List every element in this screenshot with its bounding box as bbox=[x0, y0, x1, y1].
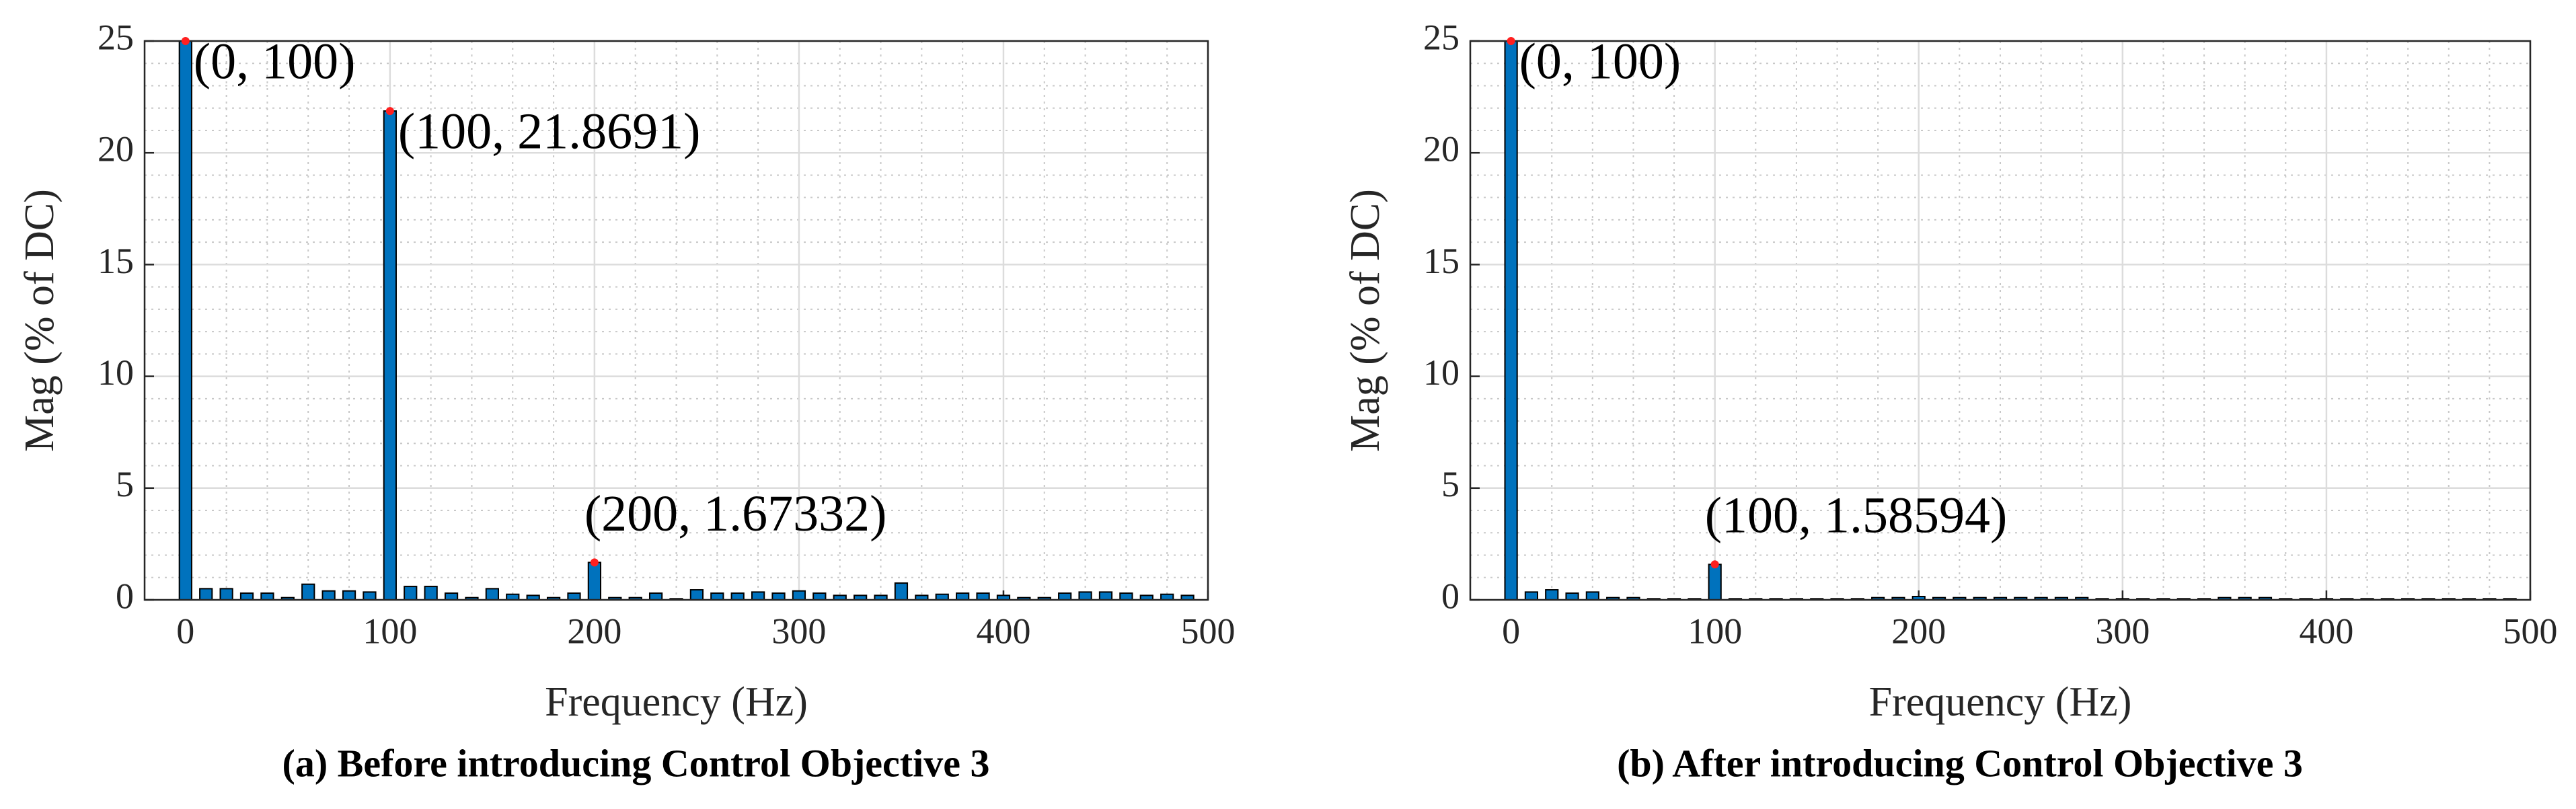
x-tick-label: 400 bbox=[2299, 611, 2353, 651]
x-tick-label: 200 bbox=[1891, 611, 1946, 651]
y-tick-label: 10 bbox=[98, 352, 134, 393]
x-tick-label: 0 bbox=[1502, 611, 1520, 651]
bar bbox=[363, 591, 377, 601]
data-tip bbox=[181, 37, 190, 45]
bar bbox=[771, 592, 786, 601]
annotation: (100, 1.58594) bbox=[1705, 488, 2008, 544]
chart: 0 5 10 15 20 25 0 100 200 300 400 500 (0, 100) (100, … bbox=[1342, 17, 2557, 785]
bar bbox=[383, 110, 397, 601]
x-tick-label: 300 bbox=[771, 611, 826, 651]
bar bbox=[1524, 591, 1539, 601]
caption: (b) After introducing Control Objective … bbox=[1617, 741, 2303, 785]
y-tick-label: 5 bbox=[116, 464, 134, 504]
y-tick-label: 10 bbox=[1423, 352, 1460, 393]
x-tick-label: 100 bbox=[1688, 611, 1742, 651]
y-tick-label: 15 bbox=[98, 241, 134, 281]
bar bbox=[1565, 592, 1579, 601]
annotation: (200, 1.67332) bbox=[584, 486, 887, 542]
bar bbox=[567, 592, 581, 601]
bar bbox=[301, 583, 315, 601]
y-tick-label: 0 bbox=[1441, 576, 1460, 616]
y-tick-label: 20 bbox=[1423, 129, 1460, 169]
annotation: (100, 21.8691) bbox=[398, 104, 701, 160]
bar bbox=[1119, 592, 1133, 601]
bar bbox=[730, 592, 745, 601]
y-tick-label: 25 bbox=[98, 17, 134, 57]
annotation: (0, 100) bbox=[1519, 33, 1681, 89]
bar bbox=[1708, 564, 1722, 601]
plot-frame bbox=[143, 40, 1209, 601]
data-tip bbox=[385, 107, 394, 116]
bar bbox=[956, 592, 970, 601]
x-tick-label: 100 bbox=[363, 611, 417, 651]
bar bbox=[976, 592, 990, 601]
x-tick-label: 200 bbox=[567, 611, 621, 651]
y-axis-label: Mag (% of DC) bbox=[1342, 189, 1388, 452]
data-tip bbox=[1710, 560, 1719, 569]
x-tick-label: 500 bbox=[2503, 611, 2558, 651]
bar bbox=[178, 40, 192, 601]
y-tick-label: 15 bbox=[1423, 241, 1460, 281]
data-tip bbox=[1507, 37, 1515, 45]
y-tick-label: 25 bbox=[1423, 17, 1460, 57]
y-tick-label: 5 bbox=[1441, 464, 1460, 504]
bar bbox=[792, 590, 806, 601]
bar bbox=[689, 589, 704, 601]
y-axis-label: Mag (% of DC) bbox=[17, 189, 63, 452]
bar bbox=[1545, 589, 1559, 601]
x-tick-label: 300 bbox=[2095, 611, 2150, 651]
bar bbox=[751, 591, 765, 601]
data-tip bbox=[590, 558, 599, 567]
bar bbox=[812, 592, 827, 601]
bar bbox=[342, 590, 356, 601]
bar bbox=[1504, 40, 1518, 601]
bar bbox=[710, 592, 724, 601]
bar bbox=[1058, 592, 1072, 601]
bar bbox=[404, 586, 418, 601]
bar bbox=[485, 588, 499, 601]
bar bbox=[199, 588, 213, 601]
x-axis-label: Frequency (Hz) bbox=[545, 679, 808, 725]
bar bbox=[260, 592, 274, 601]
bar bbox=[1078, 591, 1092, 601]
bar bbox=[239, 592, 254, 601]
x-axis-label: Frequency (Hz) bbox=[1869, 679, 2132, 725]
y-tick-label: 20 bbox=[98, 129, 134, 169]
bar bbox=[587, 562, 602, 601]
bar bbox=[648, 592, 663, 601]
bar bbox=[424, 586, 438, 601]
y-tick-label: 0 bbox=[116, 576, 134, 616]
bar bbox=[1098, 591, 1113, 601]
x-tick-label: 0 bbox=[176, 611, 194, 651]
x-tick-label: 400 bbox=[976, 611, 1030, 651]
bar bbox=[1585, 591, 1599, 601]
plot-frame bbox=[1469, 40, 2532, 601]
bar bbox=[219, 588, 233, 601]
caption: (a) Before introducing Control Objective… bbox=[282, 741, 990, 785]
chart: 0 5 10 15 20 25 0 100 200 300 400 500 (0, 100) (100, … bbox=[17, 17, 1235, 785]
bar bbox=[894, 582, 909, 601]
bar bbox=[321, 590, 336, 601]
x-tick-label: 500 bbox=[1181, 611, 1236, 651]
bar bbox=[444, 592, 459, 601]
annotation: (0, 100) bbox=[194, 33, 356, 89]
